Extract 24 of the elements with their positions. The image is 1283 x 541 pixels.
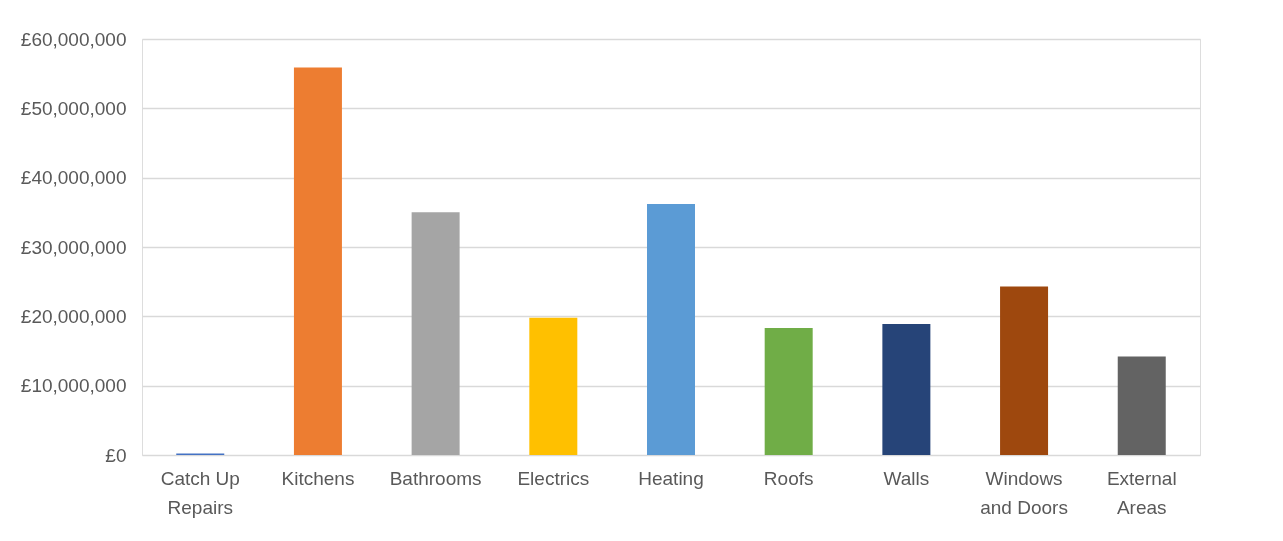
bar (411, 212, 460, 455)
y-tick-label: £40,000,000 (20, 167, 127, 189)
y-tick-label: £60,000,000 (20, 28, 127, 50)
x-tick-label: Electrics (517, 467, 590, 489)
bar (293, 67, 342, 455)
x-tick-label: External Areas (1106, 467, 1177, 518)
x-tick-label: Roofs (763, 467, 814, 489)
y-tick-label: £20,000,000 (20, 305, 127, 327)
y-tick-label: £30,000,000 (20, 236, 127, 258)
y-tick-label: £10,000,000 (20, 375, 127, 397)
bar (647, 204, 695, 455)
y-tick-label: £0 (105, 444, 127, 466)
bar (1117, 356, 1166, 455)
bar (882, 323, 931, 455)
x-tick-label: Walls (883, 467, 930, 489)
y-tick-label: £50,000,000 (20, 97, 127, 119)
bar (1000, 286, 1049, 455)
x-tick-label: Heating (638, 467, 704, 489)
x-tick-label: Kitchens (281, 467, 355, 489)
x-tick-label: Catch Up Repairs (160, 467, 240, 518)
bar (764, 328, 813, 455)
x-tick-label: Windows and Doors (980, 467, 1068, 518)
x-tick-label: Bathrooms (389, 467, 482, 489)
bar (529, 317, 578, 455)
